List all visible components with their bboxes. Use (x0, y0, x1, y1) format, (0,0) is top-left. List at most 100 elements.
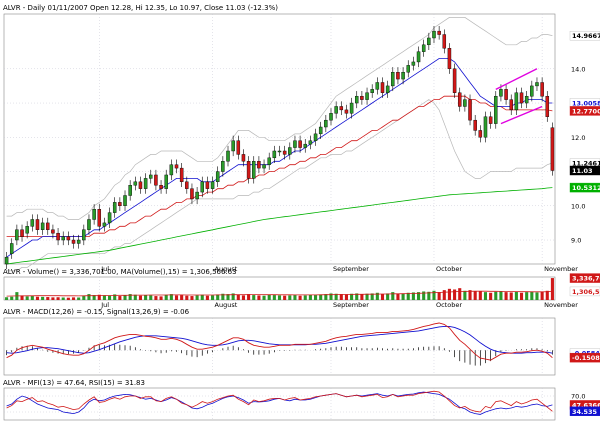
fast-ma-line (6, 58, 553, 258)
candle-body (143, 178, 148, 189)
candle-body (252, 161, 256, 179)
y-tick-label: 9.0 (571, 237, 581, 245)
x-tick-label: Jul (100, 265, 109, 273)
volume-label: ALVR - Volume() = 3,336,701.00, MA(Volum… (3, 268, 237, 276)
volume-bar (164, 294, 168, 300)
volume-bar (118, 296, 122, 300)
x-tick-label: September (333, 301, 369, 309)
x-tick-label: August (215, 265, 238, 273)
volume-bar (185, 295, 189, 300)
volume-bar (499, 291, 503, 300)
candle-body (288, 147, 292, 155)
candle-body (174, 164, 179, 169)
candle-body (107, 212, 112, 224)
volume-bar (25, 296, 29, 300)
candle-body (401, 72, 405, 80)
candle-body (241, 154, 246, 162)
candle-body (447, 48, 452, 69)
y-tick-label: 10.0 (571, 202, 585, 210)
candle-body (35, 219, 40, 230)
volume-bar (35, 296, 40, 300)
volume-bar (10, 296, 14, 300)
candle-body (97, 209, 102, 227)
candle-body (416, 51, 421, 63)
volume-bar (314, 295, 318, 300)
volume-bar (77, 297, 81, 300)
candle-body (76, 239, 81, 244)
candle-body (488, 116, 493, 124)
price-label-box (569, 273, 600, 283)
price-label: 13.0058 (572, 99, 600, 107)
candle-body (262, 164, 266, 169)
volume-bar (427, 291, 431, 300)
volume-bar (128, 294, 132, 300)
volume-bar (231, 293, 235, 300)
price-label-box (569, 286, 600, 297)
price-label-box (569, 30, 600, 41)
volume-bar (344, 294, 348, 300)
volume-bar (123, 295, 127, 300)
candle-body (427, 37, 431, 46)
volume-bar (97, 294, 101, 300)
volume-bar (447, 288, 451, 300)
volume-bar (550, 278, 554, 300)
candle-body (205, 181, 210, 189)
candle-body (190, 188, 194, 200)
candle-body (40, 222, 45, 230)
volume-bar (262, 295, 266, 300)
candle-body (370, 89, 374, 93)
price-label: 12.7700 (572, 107, 600, 115)
candle-body (123, 195, 127, 206)
candle-body (272, 150, 277, 159)
volume-bar (221, 293, 225, 300)
volume-bar (174, 295, 179, 300)
candle-body (179, 167, 184, 183)
candle-body (118, 202, 122, 206)
lower-band-line (6, 99, 553, 272)
candle-body (457, 92, 462, 107)
volume-bar (437, 292, 441, 300)
volume-bar (535, 292, 539, 300)
volume-bar (504, 292, 508, 300)
candle-body (267, 157, 271, 165)
volume-bar (478, 291, 482, 300)
slow-ma-line (6, 187, 553, 265)
y-tick-label: 70.0 (571, 393, 585, 401)
candle-body (215, 171, 220, 183)
candle-body (298, 140, 302, 148)
price-label-box (569, 165, 600, 176)
candle-body (360, 95, 364, 100)
candle-body (504, 89, 508, 100)
candle-body (293, 140, 297, 148)
volume-bar (138, 295, 143, 300)
volume-bar (144, 295, 148, 300)
candle-body (20, 229, 24, 237)
volume-bar (380, 294, 385, 300)
x-tick-label: Jul (100, 301, 109, 309)
channel-line (495, 68, 538, 90)
rsi-line (6, 390, 553, 413)
candle-body (30, 219, 35, 227)
candle-body (313, 133, 318, 141)
candle-body (138, 181, 143, 189)
candle-body (406, 65, 410, 73)
candle-body (442, 34, 447, 49)
candle-body (149, 174, 153, 179)
volume-bar (308, 294, 312, 300)
candle-body (82, 229, 86, 241)
x-tick-label: October (436, 265, 462, 273)
volume-bar (92, 295, 96, 300)
volume-bar (298, 295, 302, 300)
volume-bar (468, 290, 472, 300)
volume-bar (195, 295, 199, 300)
volume-bar (525, 292, 529, 300)
volume-bar (216, 294, 220, 300)
volume-bar (267, 294, 271, 300)
volume-bar (252, 295, 256, 300)
x-tick-label: September (333, 265, 369, 273)
volume-bar (30, 296, 34, 300)
candle-body (185, 181, 189, 189)
volume-bar (180, 295, 184, 300)
candle-body (463, 99, 467, 107)
volume-bar (272, 295, 276, 300)
